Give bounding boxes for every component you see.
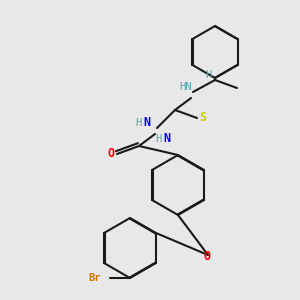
Text: H: H xyxy=(155,134,161,144)
Text: H: H xyxy=(205,70,211,80)
Text: H: H xyxy=(135,118,141,128)
Text: HN: HN xyxy=(179,82,191,92)
Text: O: O xyxy=(203,250,210,263)
Text: Br: Br xyxy=(88,273,100,283)
Text: N: N xyxy=(163,132,170,145)
Text: N: N xyxy=(143,116,150,129)
Text: O: O xyxy=(107,147,114,160)
Text: S: S xyxy=(199,111,206,124)
